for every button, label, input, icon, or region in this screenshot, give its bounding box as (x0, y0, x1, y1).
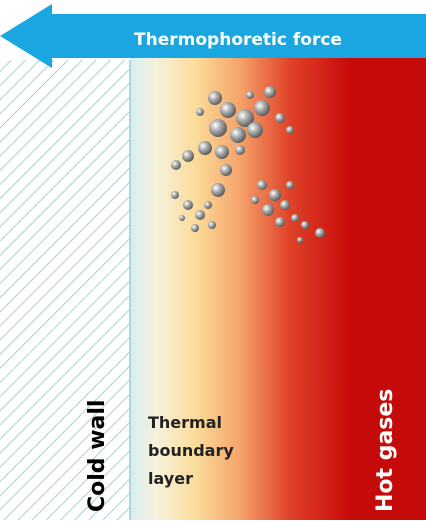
layer-label-line: Thermal (148, 413, 222, 432)
arrow-label: Thermophoretic force (134, 30, 342, 50)
cold-wall (0, 60, 130, 520)
force-arrow (0, 4, 426, 68)
hot-gas-region (350, 40, 426, 520)
gas-label: Hot gases (373, 389, 398, 512)
layer-label-line: layer (148, 469, 193, 488)
wall-label: Cold wall (85, 400, 110, 512)
particles (171, 86, 325, 243)
layer-label-line: boundary (148, 441, 234, 460)
